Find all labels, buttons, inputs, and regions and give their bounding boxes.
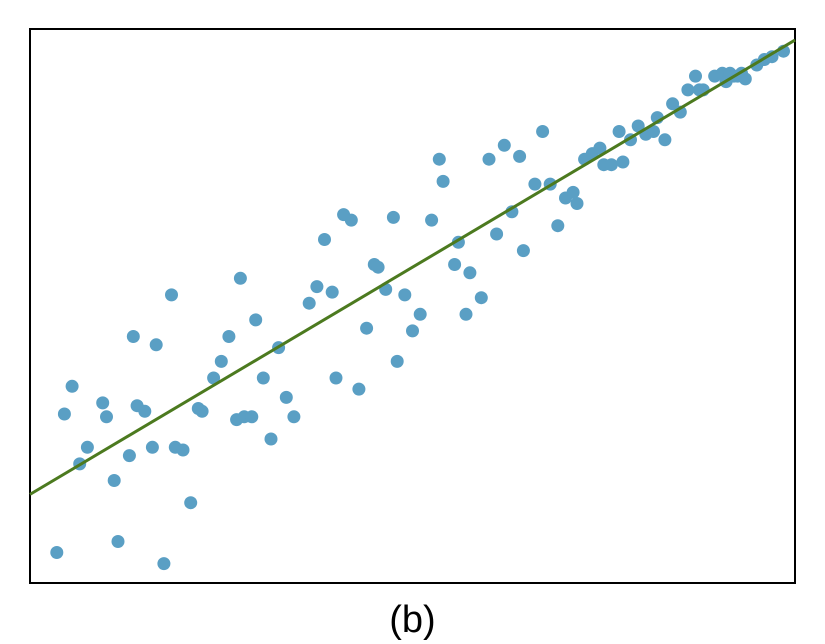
data-point xyxy=(245,410,259,424)
data-point xyxy=(647,125,660,138)
data-point xyxy=(184,496,198,510)
data-point xyxy=(256,371,270,385)
data-point xyxy=(302,296,316,310)
data-point xyxy=(195,404,209,418)
data-point xyxy=(406,324,419,338)
data-point xyxy=(222,330,236,343)
trend-line xyxy=(29,38,796,496)
data-point xyxy=(593,141,607,155)
data-point xyxy=(463,266,477,280)
data-point xyxy=(459,307,473,321)
data-point xyxy=(612,125,626,138)
data-point xyxy=(207,371,221,385)
data-point xyxy=(658,133,672,147)
data-point xyxy=(50,546,64,559)
data-point xyxy=(528,177,542,191)
data-point xyxy=(604,158,618,172)
chart-caption: (b) xyxy=(389,599,436,641)
data-point xyxy=(107,474,121,487)
data-point xyxy=(566,185,580,199)
plot-frame xyxy=(29,28,796,584)
data-point xyxy=(490,227,504,241)
data-point xyxy=(65,379,79,393)
data-point xyxy=(329,371,343,385)
data-point xyxy=(126,330,140,343)
data-point xyxy=(482,152,496,166)
data-point xyxy=(176,443,190,457)
data-point xyxy=(145,440,159,454)
data-point xyxy=(96,396,110,410)
data-point xyxy=(398,288,412,302)
data-point xyxy=(233,271,247,285)
data-point xyxy=(448,258,462,271)
data-point xyxy=(371,260,385,274)
data-point xyxy=(344,213,358,227)
data-point xyxy=(214,354,228,368)
data-point xyxy=(425,213,439,227)
data-point xyxy=(689,69,702,83)
data-point xyxy=(551,219,565,233)
data-point xyxy=(249,313,263,327)
data-point xyxy=(318,233,331,246)
data-point xyxy=(616,155,630,169)
data-point xyxy=(165,288,178,302)
scatter-chart xyxy=(29,28,796,584)
data-point xyxy=(80,440,94,454)
data-point xyxy=(310,280,324,294)
points-layer xyxy=(50,44,790,571)
data-point xyxy=(432,152,446,166)
data-point xyxy=(360,321,374,335)
data-point xyxy=(157,557,171,571)
data-point xyxy=(279,390,293,404)
data-point xyxy=(666,97,680,111)
data-point xyxy=(497,138,511,152)
data-point xyxy=(149,338,163,352)
data-point xyxy=(352,382,366,396)
data-point xyxy=(681,83,695,97)
data-point xyxy=(474,291,488,305)
data-point xyxy=(325,285,339,299)
data-point xyxy=(570,197,584,210)
data-point xyxy=(138,404,152,418)
data-point xyxy=(516,244,530,258)
data-point xyxy=(287,410,301,424)
data-point xyxy=(390,354,404,368)
data-point xyxy=(413,307,427,321)
data-point xyxy=(436,174,450,188)
data-point xyxy=(631,119,645,133)
data-point xyxy=(122,449,136,463)
data-point xyxy=(513,149,527,163)
data-point xyxy=(111,535,125,548)
data-point xyxy=(536,125,550,138)
data-point xyxy=(738,72,752,86)
data-point xyxy=(100,410,113,424)
data-point xyxy=(386,210,400,224)
data-point xyxy=(264,432,278,446)
data-point xyxy=(57,407,71,421)
